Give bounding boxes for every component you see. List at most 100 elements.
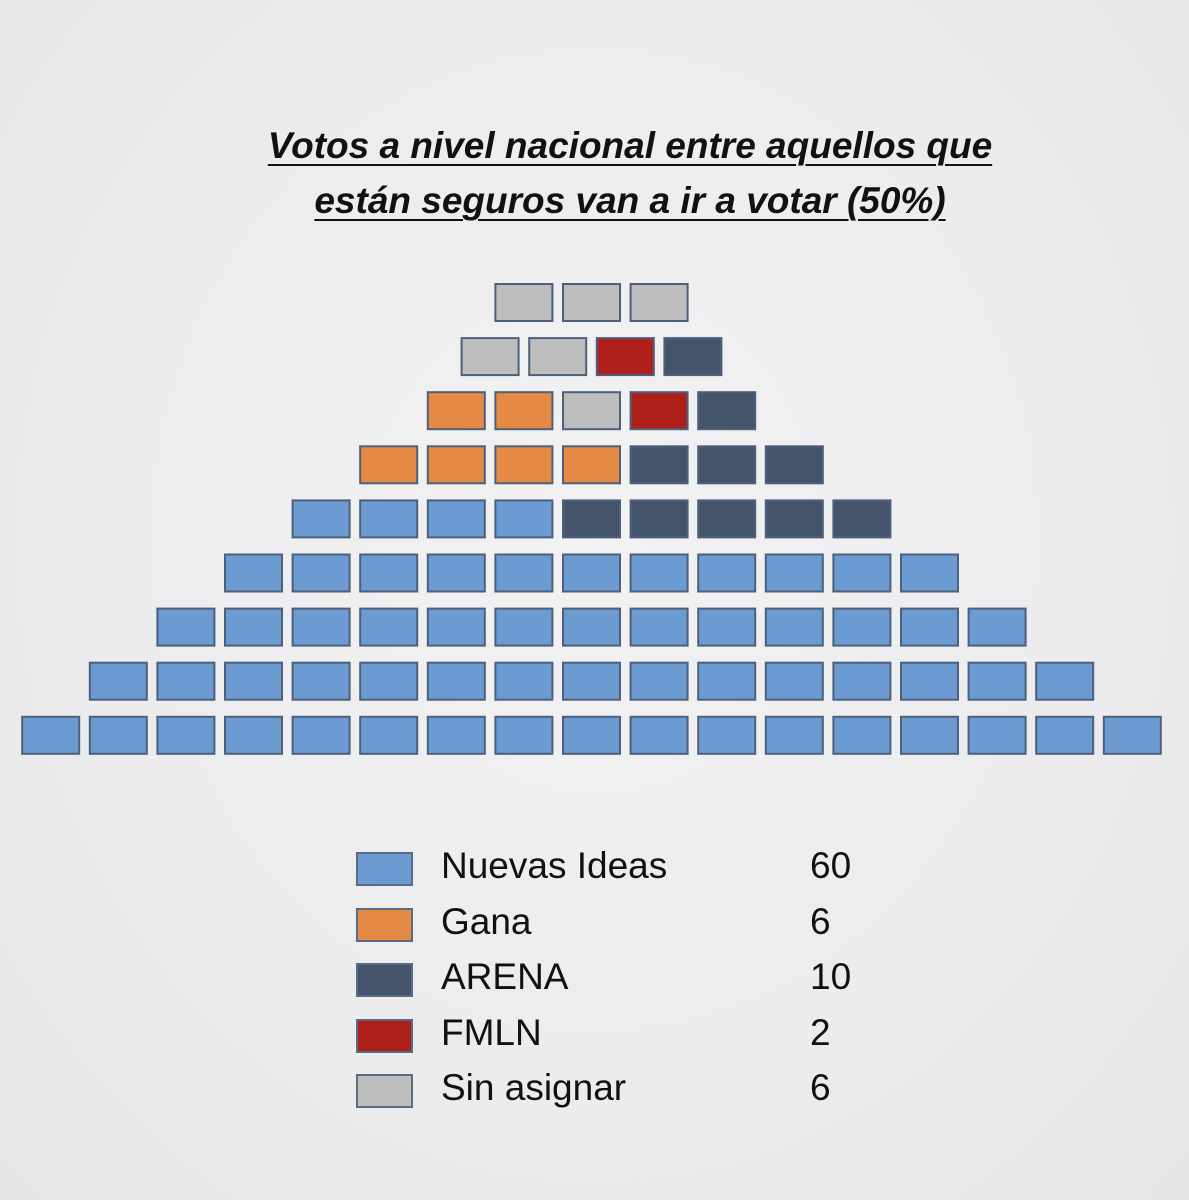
seat-nuevas-ideas-82 [1035, 715, 1095, 755]
seat-sin-asignar-3 [460, 337, 520, 377]
seat-nuevas-ideas-35 [697, 553, 757, 593]
chart-title-line-2: están seguros van a ir a votar (50%) [314, 180, 946, 221]
legend-label-nuevas-ideas: Nuevas Ideas [441, 845, 668, 886]
seat-chart [21, 283, 1162, 755]
seat-gana-14 [494, 445, 554, 485]
seat-nuevas-ideas-72 [359, 715, 419, 755]
legend-value-nuevas-ideas: 60 [810, 845, 852, 886]
seat-nuevas-ideas-30 [359, 553, 419, 593]
seat-nuevas-ideas-78 [764, 715, 824, 755]
legend-label-arena: ARENA [441, 956, 569, 997]
legend-swatch-sin-asignar [356, 1074, 413, 1108]
seat-nuevas-ideas-21 [426, 499, 486, 539]
legend-item-sin-asignar: Sin asignar 6 [356, 1068, 916, 1124]
seat-nuevas-ideas-69 [156, 715, 216, 755]
seat-nuevas-ideas-79 [832, 715, 892, 755]
seat-fmln-5 [595, 337, 655, 377]
seat-nuevas-ideas-40 [224, 607, 283, 647]
legend-label-fmln: FMLN [441, 1011, 542, 1053]
seat-nuevas-ideas-38 [900, 553, 959, 593]
legend: Nuevas Ideas 60 Gana 6 ARENA 10 FMLN 2 S… [356, 846, 916, 1124]
seat-nuevas-ideas-62 [764, 661, 824, 701]
seat-nuevas-ideas-71 [291, 715, 351, 755]
chart-title-line-1: Votos a nivel nacional entre aquellos qu… [267, 125, 993, 166]
seat-nuevas-ideas-28 [224, 553, 283, 593]
seat-nuevas-ideas-33 [562, 553, 621, 593]
seat-sin-asignar-9 [562, 391, 621, 431]
legend-item-fmln: FMLN 2 [356, 1011, 916, 1069]
seat-gana-13 [426, 445, 486, 485]
seat-nuevas-ideas-68 [88, 715, 148, 755]
seat-nuevas-ideas-32 [494, 553, 554, 593]
seat-sin-asignar-2 [629, 283, 689, 322]
seat-nuevas-ideas-34 [629, 553, 689, 593]
seat-nuevas-ideas-70 [224, 715, 283, 755]
seat-nuevas-ideas-63 [832, 661, 892, 701]
seat-nuevas-ideas-81 [967, 715, 1027, 755]
seat-nuevas-ideas-42 [359, 607, 419, 647]
seat-nuevas-ideas-31 [426, 553, 486, 593]
seat-nuevas-ideas-74 [494, 715, 554, 755]
seat-nuevas-ideas-37 [832, 553, 892, 593]
legend-swatch-gana [356, 907, 413, 942]
legend-swatch-fmln [356, 1018, 413, 1053]
seat-arena-6 [663, 337, 723, 377]
seat-gana-8 [494, 391, 554, 431]
legend-swatch-nuevas-ideas [356, 852, 413, 886]
seat-nuevas-ideas-73 [426, 715, 486, 755]
seat-nuevas-ideas-67 [21, 715, 81, 755]
seat-nuevas-ideas-49 [832, 607, 892, 647]
seat-nuevas-ideas-75 [562, 715, 621, 755]
seat-nuevas-ideas-58 [494, 661, 554, 701]
seat-gana-7 [426, 391, 486, 431]
seat-nuevas-ideas-39 [156, 607, 216, 647]
seat-nuevas-ideas-20 [359, 499, 419, 539]
legend-value-gana: 6 [810, 900, 831, 942]
legend-value-sin-asignar: 6 [810, 1067, 831, 1108]
seat-nuevas-ideas-46 [629, 607, 689, 647]
seat-gana-12 [359, 445, 419, 485]
seat-nuevas-ideas-19 [291, 499, 351, 539]
legend-label-sin-asignar: Sin asignar [441, 1067, 627, 1108]
seat-nuevas-ideas-36 [764, 553, 824, 593]
seat-nuevas-ideas-51 [967, 607, 1027, 647]
legend-item-gana: Gana 6 [356, 900, 916, 958]
seat-arena-23 [562, 499, 621, 539]
seat-nuevas-ideas-56 [359, 661, 419, 701]
seat-nuevas-ideas-61 [697, 661, 757, 701]
seat-arena-17 [697, 445, 757, 485]
legend-value-arena: 10 [810, 956, 852, 997]
seat-sin-asignar-4 [528, 337, 588, 377]
seat-nuevas-ideas-64 [900, 661, 959, 701]
legend-swatch-arena [356, 963, 413, 997]
seat-nuevas-ideas-65 [967, 661, 1027, 701]
seat-arena-27 [832, 499, 892, 539]
seat-nuevas-ideas-55 [291, 661, 351, 701]
seat-nuevas-ideas-50 [900, 607, 959, 647]
seat-nuevas-ideas-77 [697, 715, 757, 755]
seat-nuevas-ideas-29 [291, 553, 351, 593]
seat-nuevas-ideas-54 [224, 661, 283, 701]
seat-nuevas-ideas-60 [629, 661, 689, 701]
legend-item-nuevas-ideas: Nuevas Ideas 60 [356, 846, 916, 902]
seat-nuevas-ideas-41 [291, 607, 351, 647]
seat-arena-24 [629, 499, 689, 539]
legend-label-gana: Gana [441, 900, 532, 942]
seat-nuevas-ideas-48 [764, 607, 824, 647]
seat-arena-26 [764, 499, 824, 539]
seat-nuevas-ideas-76 [629, 715, 689, 755]
seat-nuevas-ideas-44 [494, 607, 554, 647]
seat-nuevas-ideas-80 [900, 715, 959, 755]
seat-arena-18 [764, 445, 824, 485]
seat-nuevas-ideas-57 [426, 661, 486, 701]
chart-title: Votos a nivel nacional entre aquellos qu… [130, 118, 1130, 228]
seat-nuevas-ideas-43 [426, 607, 486, 647]
seat-arena-16 [629, 445, 689, 485]
seat-nuevas-ideas-22 [494, 499, 554, 539]
legend-item-arena: ARENA 10 [356, 957, 916, 1013]
legend-value-fmln: 2 [810, 1011, 831, 1053]
seat-nuevas-ideas-47 [697, 607, 757, 647]
seat-nuevas-ideas-83 [1102, 715, 1162, 755]
seat-nuevas-ideas-45 [562, 607, 621, 647]
seat-arena-11 [697, 391, 757, 431]
